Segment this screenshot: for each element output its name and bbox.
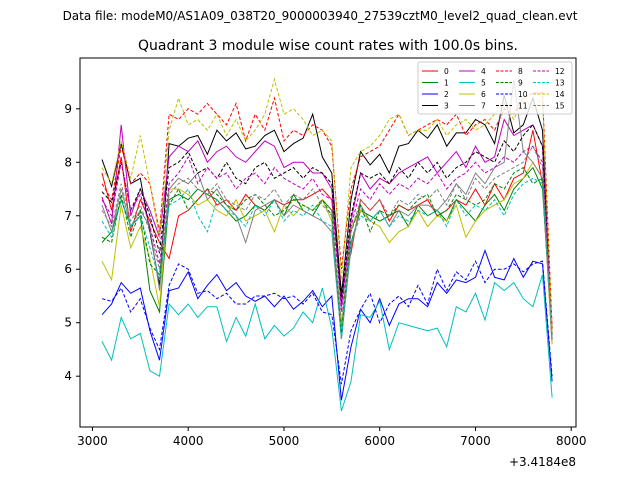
series-line-1 (101, 166, 553, 339)
y-axis: 4 5 6 7 8 9 (64, 102, 80, 383)
x-tick-label: 4000 (173, 434, 204, 448)
x-tick-label: 7000 (460, 434, 491, 448)
chart-title: Quadrant 3 module wise count rates with … (138, 38, 518, 54)
legend-label-7: 7 (481, 102, 486, 111)
series-line-2 (101, 249, 553, 401)
legend-label-11: 11 (518, 102, 528, 111)
x-axis: 3000 4000 5000 6000 7000 8000 (77, 427, 586, 448)
legend-label-14: 14 (555, 90, 565, 99)
plot-area (101, 77, 553, 412)
series-line-8 (101, 92, 553, 329)
legend-label-15: 15 (555, 102, 565, 111)
legend-label-10: 10 (518, 90, 528, 99)
legend-label-9: 9 (518, 79, 523, 88)
series-line-13 (101, 177, 553, 339)
x-tick-label: 3000 (77, 434, 108, 448)
y-tick-label: 6 (64, 262, 72, 276)
series-line-4 (101, 118, 553, 329)
legend-label-6: 6 (481, 90, 486, 99)
legend-label-1: 1 (444, 79, 449, 88)
series-line-7 (101, 79, 553, 339)
legend-label-5: 5 (481, 79, 486, 88)
series-line-0 (101, 130, 553, 345)
series-line-11 (101, 123, 553, 339)
legend-label-4: 4 (481, 67, 486, 76)
y-tick-label: 4 (64, 369, 72, 383)
x-tick-label: 6000 (364, 434, 395, 448)
series-line-9 (101, 166, 553, 334)
series-line-10 (101, 260, 553, 385)
legend-label-3: 3 (444, 102, 449, 111)
legend-label-13: 13 (555, 79, 565, 88)
legend-box (417, 61, 573, 115)
figure-suptitle: Data file: modeM0/AS1A09_038T20_90000039… (63, 9, 578, 23)
legend-label-12: 12 (555, 67, 565, 76)
y-tick-label: 7 (64, 209, 72, 223)
y-tick-label: 5 (64, 316, 72, 330)
y-tick-label: 8 (64, 155, 72, 169)
x-tick-label: 5000 (269, 434, 300, 448)
series-line-5 (101, 274, 553, 412)
legend-label-2: 2 (444, 90, 449, 99)
x-tick-label: 8000 (556, 434, 587, 448)
series-line-3 (101, 95, 553, 339)
series-line-15 (101, 145, 553, 339)
series-line-12 (101, 145, 553, 334)
legend-label-8: 8 (518, 67, 523, 76)
legend-label-0: 0 (444, 67, 449, 76)
axes-frame (79, 57, 577, 428)
series-line-14 (101, 77, 553, 334)
y-tick-label: 9 (64, 102, 72, 116)
x-axis-offset-label: +3.4184e8 (509, 455, 576, 469)
